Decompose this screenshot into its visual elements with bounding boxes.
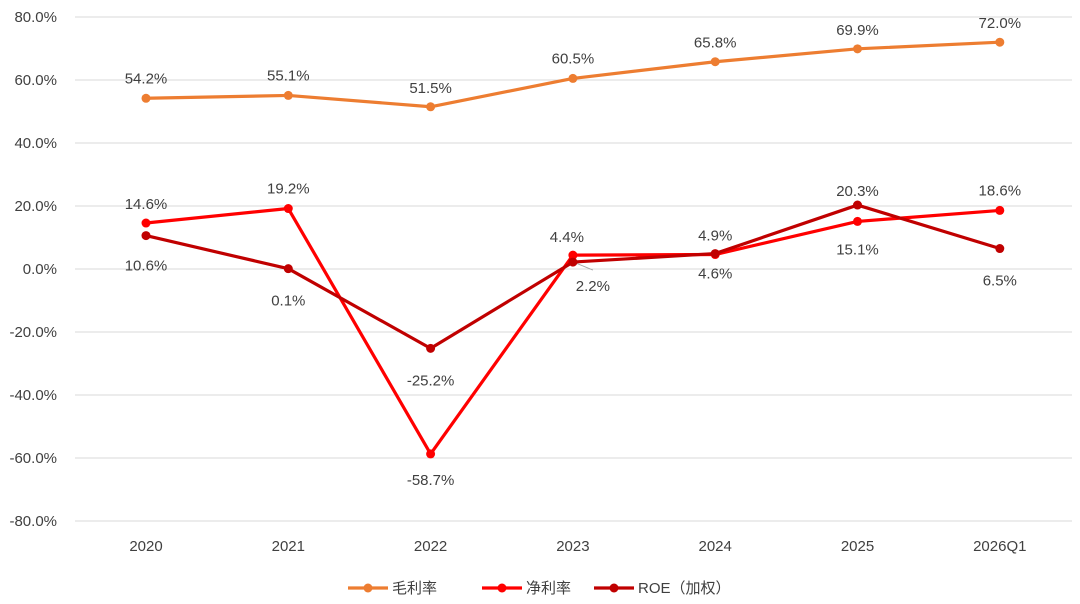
data-point <box>853 200 862 210</box>
data-label: 19.2% <box>267 181 310 198</box>
data-point <box>283 204 293 214</box>
x-tick-label: 2025 <box>841 538 874 555</box>
data-label: -58.7% <box>407 472 455 489</box>
y-tick-label: 60.0% <box>14 72 57 89</box>
y-tick-label: -60.0% <box>9 450 57 467</box>
data-label: 18.6% <box>979 182 1022 199</box>
data-point <box>995 37 1005 47</box>
grid-layer <box>75 16 1072 522</box>
data-point <box>710 249 720 259</box>
data-label: 54.2% <box>125 70 168 87</box>
x-tick-label: 2023 <box>556 538 589 555</box>
data-label: 72.0% <box>979 15 1022 32</box>
x-tick-label: 2026Q1 <box>973 538 1026 555</box>
data-label: 15.1% <box>836 241 879 258</box>
y-tick-label: -20.0% <box>9 324 57 341</box>
label-leader-line <box>575 262 594 271</box>
x-tick-label: 2024 <box>699 538 732 555</box>
legend-swatch-marker <box>609 583 619 593</box>
legend: 毛利率 净利率 ROE（加权） <box>348 580 731 597</box>
x-tick-label: 2020 <box>129 538 162 555</box>
series-line <box>144 203 1002 350</box>
data-label: 55.1% <box>267 67 310 84</box>
data-label: 6.5% <box>983 273 1017 290</box>
series-layer <box>141 37 1005 459</box>
data-point <box>568 257 578 267</box>
data-point <box>283 90 293 100</box>
data-point <box>568 73 578 83</box>
legend-label: ROE（加权） <box>638 580 731 597</box>
x-tick-label: 2022 <box>414 538 447 555</box>
axis-layer: 80.0% 60.0% 40.0% 20.0% 0.0% -20.0% -40.0% -60.… <box>9 9 1026 555</box>
data-point <box>568 250 578 260</box>
x-tick-label: 2021 <box>272 538 305 555</box>
data-label: 69.9% <box>836 22 879 39</box>
data-point <box>995 244 1005 254</box>
data-label: 4.4% <box>550 229 584 246</box>
label-layer: 54.2% 55.1% 51.5% 60.5% 65.8% 69.9% 72.0% 14.6%… <box>125 15 1021 489</box>
data-label: 4.6% <box>698 266 732 283</box>
data-label: 14.6% <box>125 196 168 213</box>
data-label: 0.1% <box>271 293 305 310</box>
data-label: -25.2% <box>407 372 455 389</box>
data-label: 51.5% <box>409 80 452 97</box>
y-tick-label: 40.0% <box>14 135 57 152</box>
data-label: 10.6% <box>125 258 168 275</box>
y-tick-label: 20.0% <box>14 198 57 215</box>
data-point <box>995 205 1005 215</box>
data-point <box>426 449 436 459</box>
data-label: 20.3% <box>836 183 879 200</box>
data-label: 2.2% <box>576 278 610 295</box>
data-point <box>426 102 436 112</box>
legend-label: 毛利率 <box>392 580 437 597</box>
y-tick-label: -40.0% <box>9 387 57 404</box>
y-tick-label: -80.0% <box>9 513 57 530</box>
data-point <box>853 44 862 54</box>
data-point <box>283 264 293 274</box>
data-point <box>426 343 436 353</box>
data-point <box>141 93 151 103</box>
data-point <box>853 216 862 226</box>
data-label: 60.5% <box>552 50 595 67</box>
leader-layer <box>575 262 594 271</box>
legend-swatch-marker <box>363 583 373 593</box>
data-label: 4.9% <box>698 228 732 245</box>
data-label: 65.8% <box>694 35 737 52</box>
legend-swatch-marker <box>497 583 507 593</box>
data-point <box>141 218 151 228</box>
legend-label: 净利率 <box>526 580 571 597</box>
data-point <box>710 57 720 67</box>
data-point <box>141 231 151 241</box>
y-tick-label: 80.0% <box>14 9 57 26</box>
y-tick-label: 0.0% <box>23 261 57 278</box>
